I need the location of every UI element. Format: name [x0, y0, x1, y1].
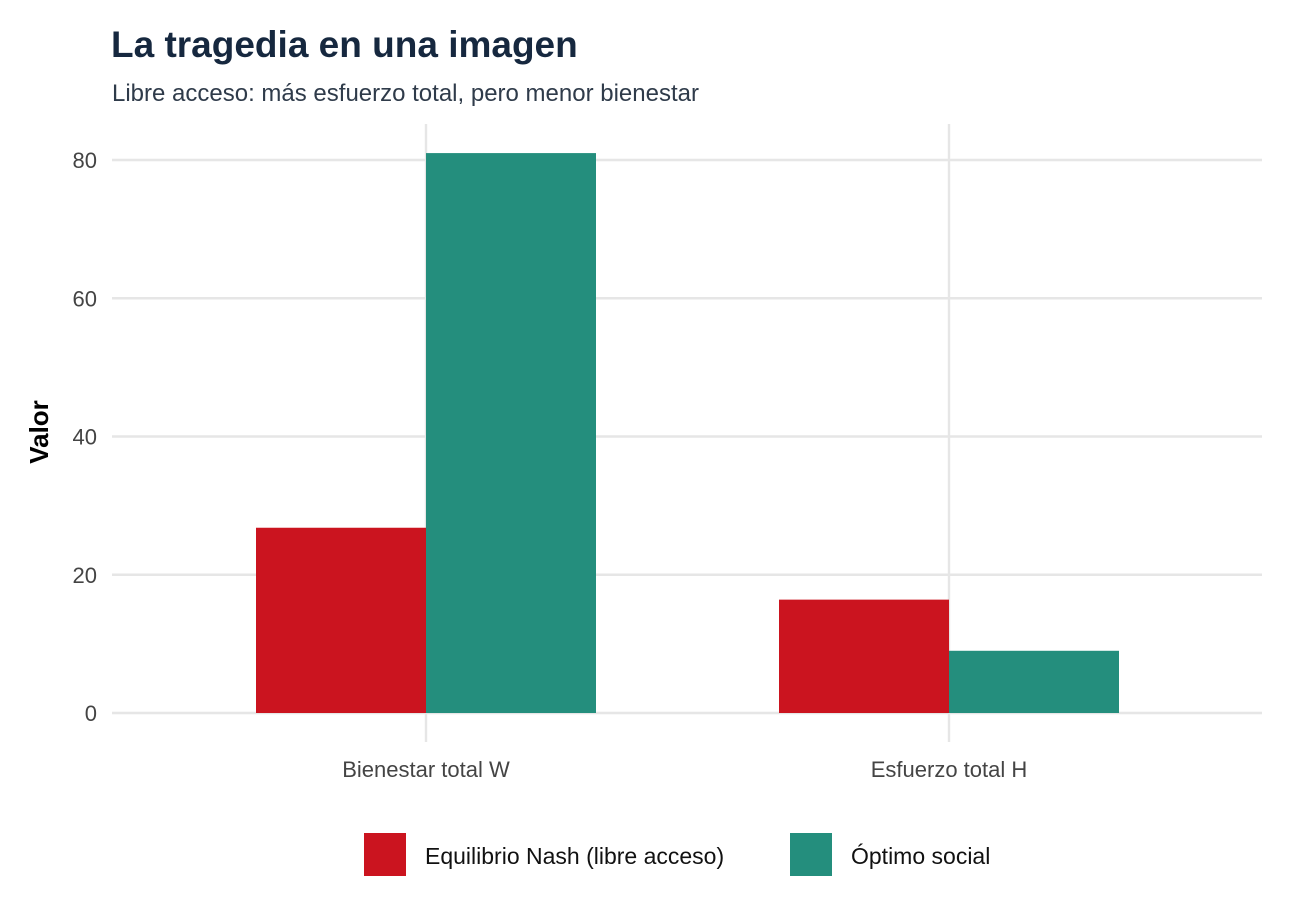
bar-nash-1	[779, 599, 949, 713]
x-tick-label: Esfuerzo total H	[871, 757, 1028, 782]
legend-label: Equilibrio Nash (libre acceso)	[425, 843, 724, 869]
bars	[256, 153, 1119, 713]
x-axis-ticks: Bienestar total W Esfuerzo total H	[342, 757, 1027, 782]
y-tick-label: 40	[73, 425, 97, 450]
bar-optimo-1	[949, 650, 1119, 713]
y-tick-label: 0	[85, 701, 97, 726]
legend-swatch	[790, 833, 832, 876]
chart-subtitle: Libre acceso: más esfuerzo total, pero m…	[112, 80, 699, 107]
legend-label: Óptimo social	[851, 843, 990, 869]
bar-optimo-0	[426, 153, 596, 713]
legend-swatch	[364, 833, 406, 876]
y-tick-label: 60	[73, 286, 97, 311]
bar-nash-0	[256, 527, 426, 713]
legend: Equilibrio Nash (libre acceso) Óptimo soc…	[364, 833, 990, 876]
chart-title: La tragedia en una imagen	[111, 24, 578, 65]
y-axis-ticks: 0 20 40 60 80	[73, 148, 97, 726]
y-tick-label: 80	[73, 148, 97, 173]
y-tick-label: 20	[73, 563, 97, 588]
x-tick-label: Bienestar total W	[342, 757, 510, 782]
y-axis-label: Valor	[24, 400, 54, 464]
